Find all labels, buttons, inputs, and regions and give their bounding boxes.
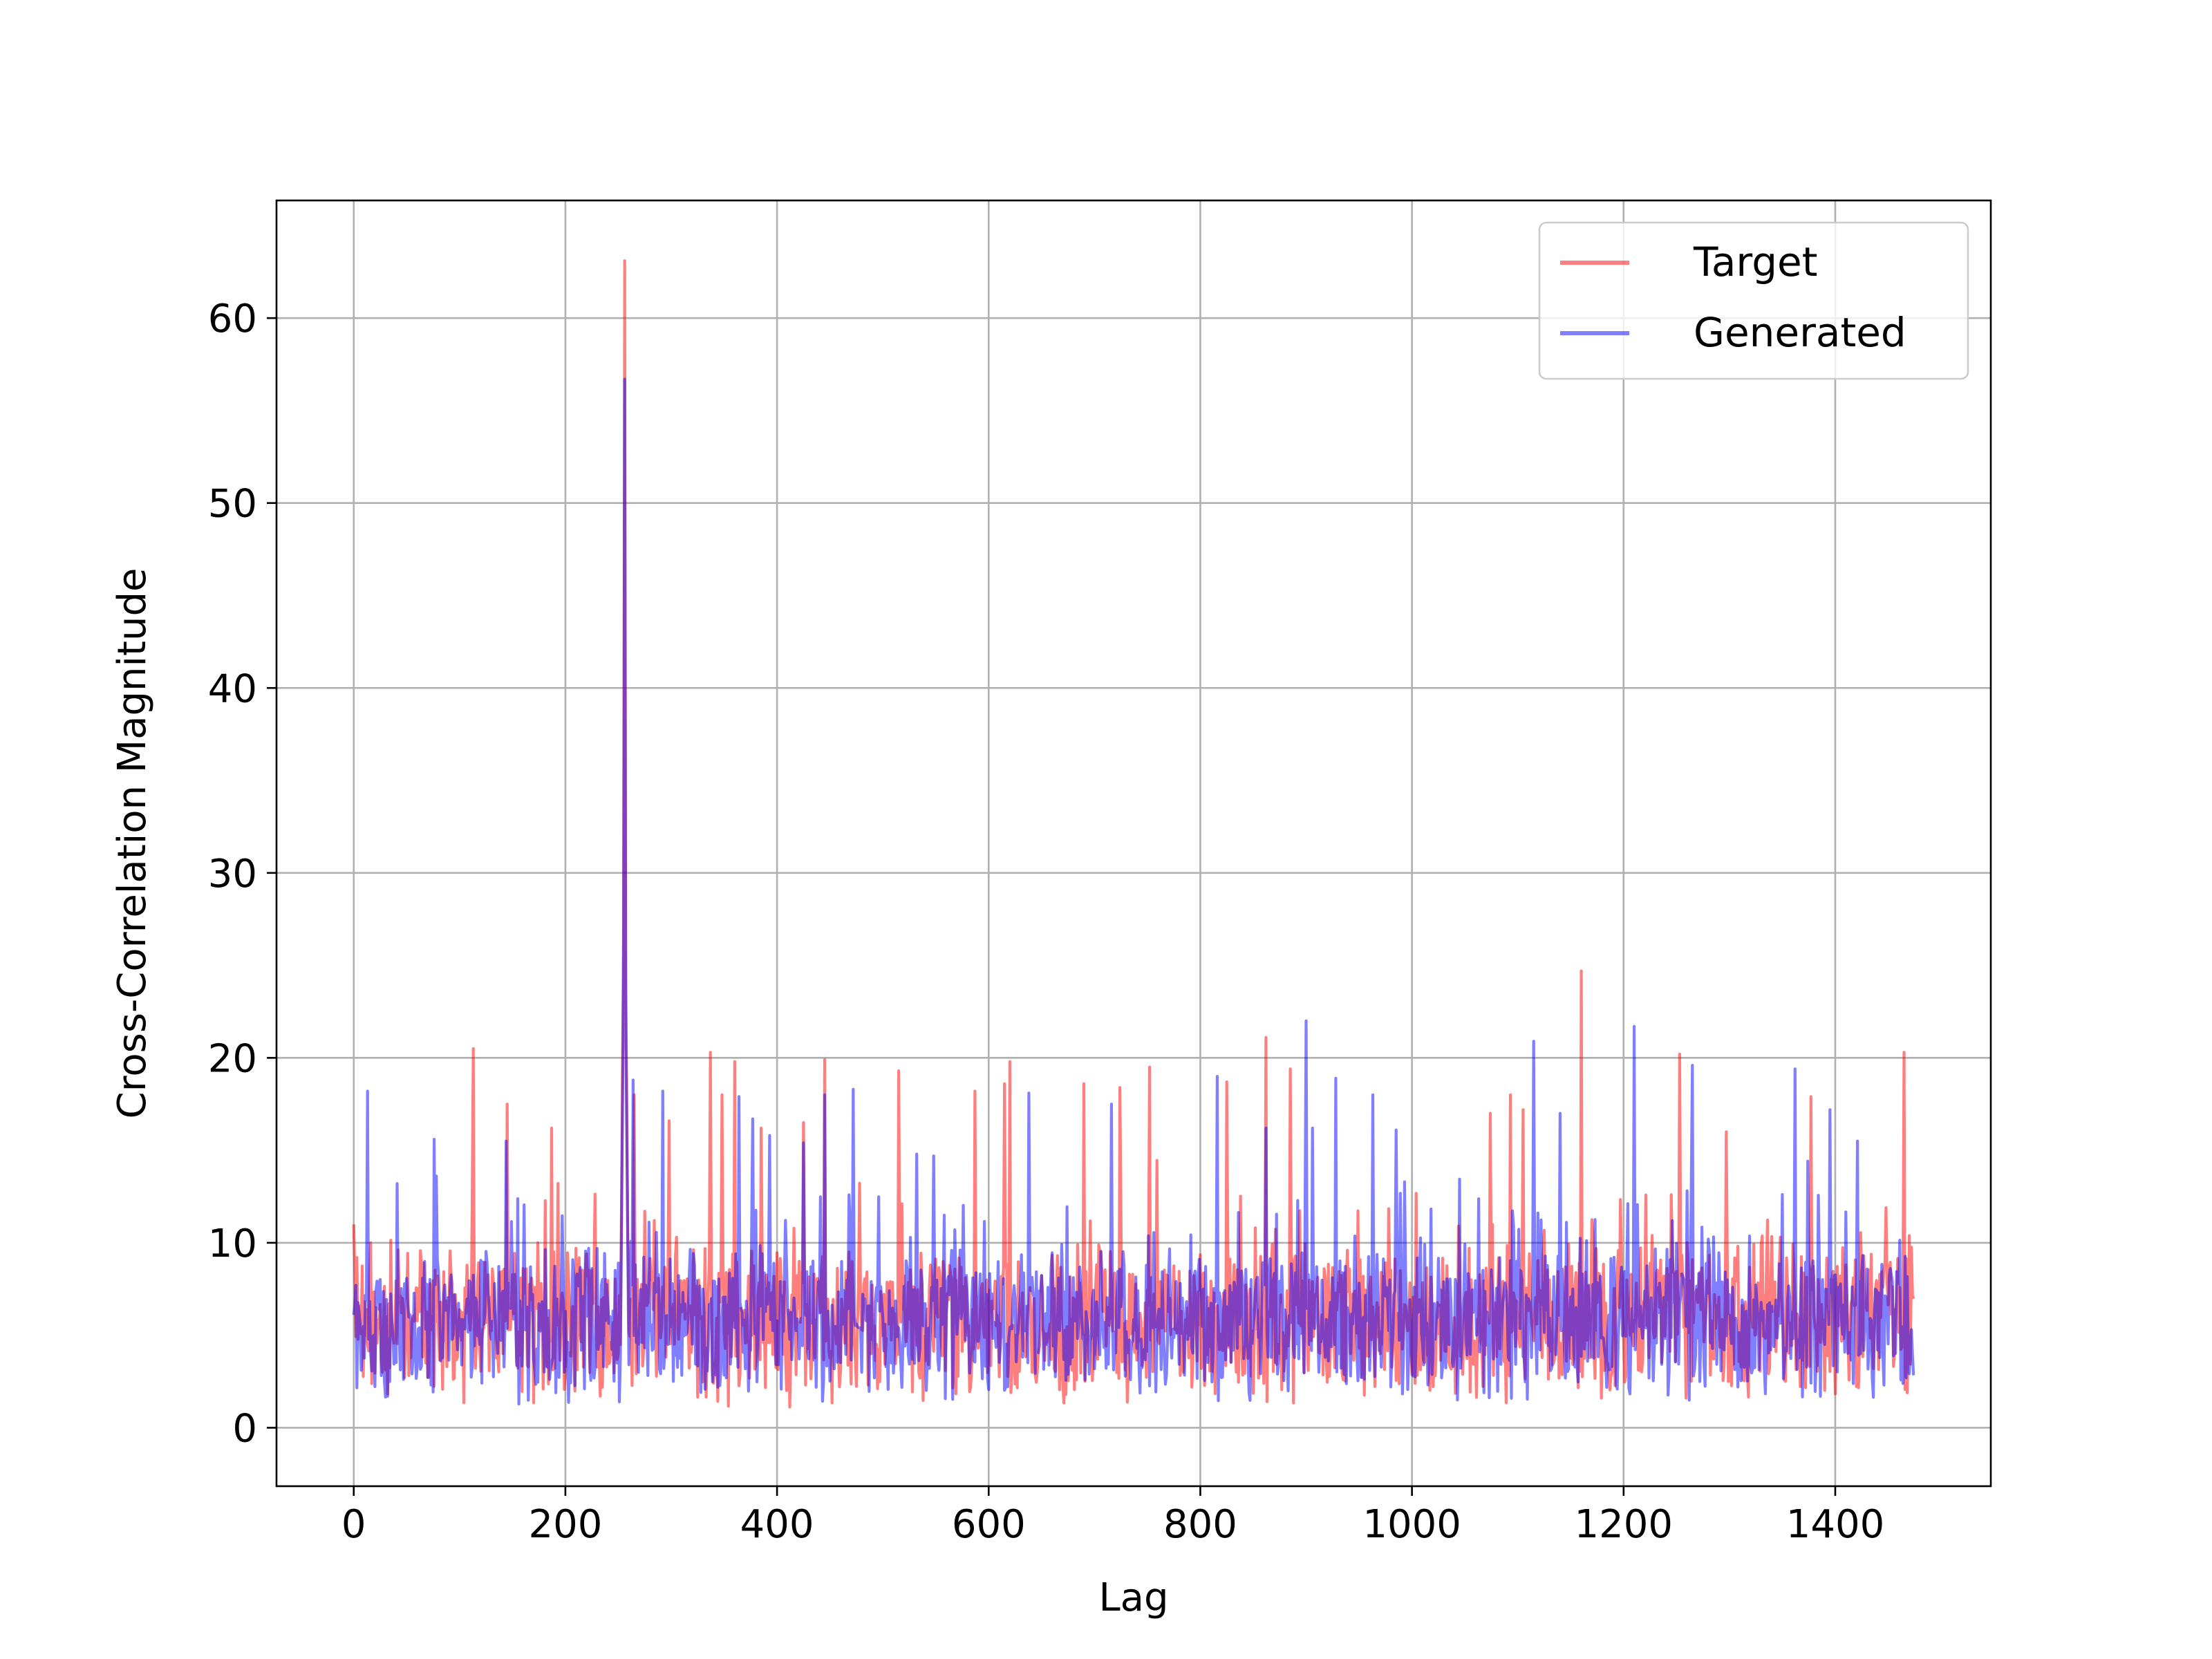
x-tick-label: 0 (341, 1502, 366, 1547)
y-tick-label: 10 (208, 1221, 257, 1266)
legend-box (1538, 221, 1969, 380)
x-tick-label: 1400 (1786, 1502, 1885, 1547)
x-tick-label: 800 (1163, 1502, 1237, 1547)
plot-frame (275, 199, 1992, 1488)
y-tick-label: 60 (208, 297, 257, 341)
series-line-generated (352, 377, 1915, 1406)
x-tick-label: 600 (952, 1502, 1026, 1547)
legend-label-generated: Generated (1694, 309, 1906, 356)
y-tick-label: 50 (208, 482, 257, 527)
x-tick-label: 200 (528, 1502, 602, 1547)
x-axis: 0 200 400 600 800 1000 1200 1400 (341, 1486, 1884, 1547)
x-tick-label: 400 (740, 1502, 814, 1547)
x-axis-label: Lag (1098, 1575, 1168, 1620)
legend-label-target: Target (1693, 238, 1817, 285)
y-tick-label: 30 (208, 852, 257, 897)
y-axis: 0 10 20 30 40 50 60 (208, 297, 276, 1451)
series-layer (352, 259, 1915, 1409)
x-tick-label: 1200 (1575, 1502, 1674, 1547)
y-tick-label: 40 (208, 666, 257, 711)
y-tick-label: 20 (208, 1036, 257, 1081)
y-tick-label: 0 (232, 1406, 257, 1451)
legend: Target Generated (1538, 221, 1969, 380)
x-tick-label: 1000 (1362, 1502, 1461, 1547)
y-axis-label: Cross-Correlation Magnitude (110, 568, 155, 1119)
